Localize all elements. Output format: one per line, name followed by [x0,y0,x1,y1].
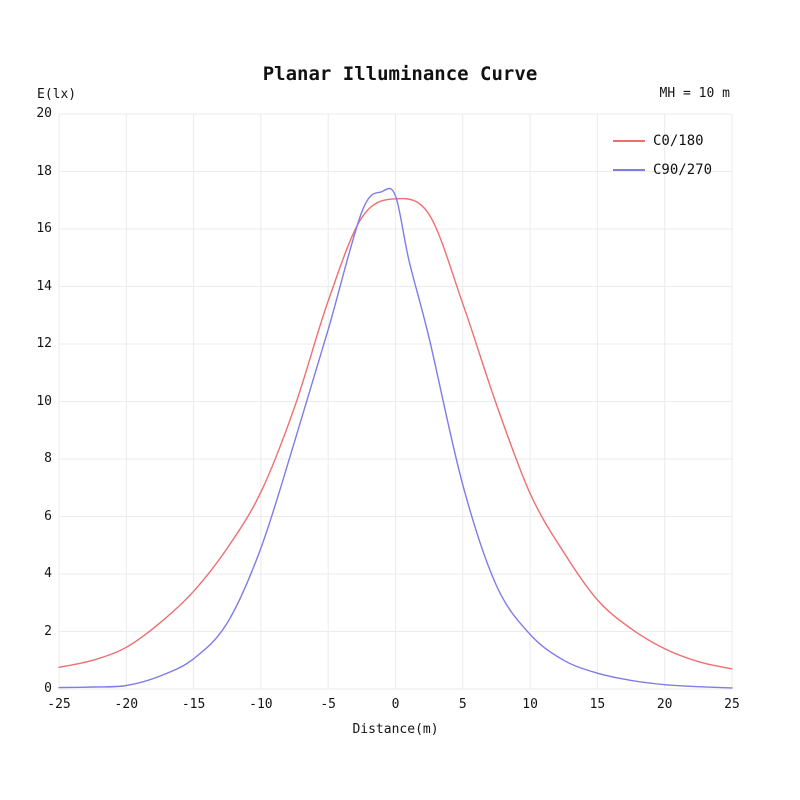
legend-label-c90-270: C90/270 [653,161,713,178]
chart-title: Planar Illuminance Curve [262,63,538,85]
legend-item-c0-180: C0/180 [613,126,712,155]
x-tick-label: -5 [320,697,337,712]
y-tick-label: 18 [36,163,52,179]
x-tick-label: 15 [589,697,606,712]
y-tick-label: 0 [44,681,52,696]
x-tick-label: 5 [458,697,467,712]
y-tick-label: 20 [36,106,52,121]
y-tick-label: 16 [36,221,52,236]
legend: C0/180 C90/270 [613,126,712,184]
x-tick-label: -10 [249,697,273,712]
mounting-height-annotation: MH = 10 m [659,86,730,101]
x-tick-label: 20 [656,697,673,712]
x-axis-label: Distance(m) [352,722,439,737]
curve-c90-270 [58,187,733,689]
legend-label-c0-180: C0/180 [653,132,704,149]
x-tick-label: 10 [522,697,538,712]
y-tick-label: 6 [44,508,52,524]
y-tick-label: 12 [36,336,52,351]
legend-swatch-c90-270 [613,168,645,171]
x-tick-label: -15 [181,697,206,712]
x-tick-label: -20 [114,697,139,712]
legend-swatch-c0-180 [613,139,645,142]
y-tick-label: 2 [44,623,52,639]
y-tick-label: 14 [36,278,52,294]
curve-c0-180 [58,197,733,670]
y-tick-label: 4 [44,566,52,581]
x-tick-label: 0 [391,697,400,712]
legend-item-c90-270: C90/270 [613,155,712,184]
x-tick-label: 25 [724,697,740,712]
x-tick-label: -25 [47,697,71,712]
y-tick-label: 10 [36,393,52,409]
y-tick-label: 8 [44,451,52,466]
y-axis-unit-label: E(lx) [37,87,77,102]
